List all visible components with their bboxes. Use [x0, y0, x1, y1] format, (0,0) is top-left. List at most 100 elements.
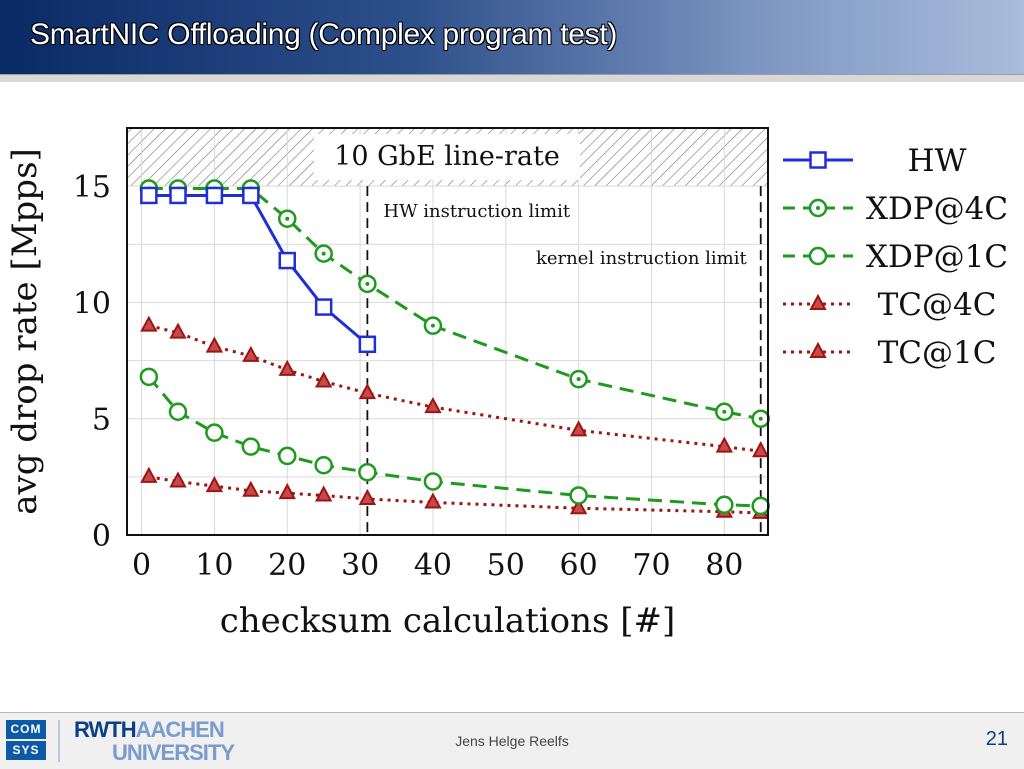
data-point [314, 298, 333, 316]
data-point [140, 186, 158, 205]
data-point [715, 495, 734, 515]
y-axis-label: avg drop rate [Mpps] [5, 148, 45, 515]
rwth-logo-rwth: RWTH [74, 717, 137, 742]
data-point [168, 402, 188, 421]
x-tick-label: 0 [132, 548, 151, 583]
data-point [205, 476, 224, 493]
title-divider [0, 74, 1024, 82]
legend-label: TC@4C [878, 287, 997, 323]
x-axis-label: checksum calculations [#] [220, 601, 676, 641]
x-tick-label: 30 [341, 548, 379, 583]
series-xdp-1c [139, 367, 770, 516]
data-point [358, 488, 377, 505]
data-point [278, 483, 296, 500]
data-point [314, 371, 333, 388]
data-point [278, 251, 296, 270]
series-hw [140, 186, 377, 354]
data-point-center [816, 206, 820, 210]
comsys-logo-top: COM [6, 720, 46, 739]
series-lines [139, 179, 770, 519]
data-point [424, 396, 442, 414]
rwth-logo: RWTHAACHEN UNIVERSITY [74, 717, 235, 765]
data-point-center [285, 216, 290, 221]
data-point [423, 472, 443, 491]
y-tick-label: 0 [92, 519, 111, 554]
y-tick-labels: 0 5 10 15 [73, 170, 111, 554]
kernel-limit-label: kernel instruction limit [536, 248, 747, 269]
data-point [358, 383, 377, 400]
data-point [140, 315, 158, 332]
data-point [358, 335, 377, 354]
data-point [715, 436, 733, 453]
author-name: Jens Helge Reelfs [455, 733, 569, 749]
x-tick-label: 10 [195, 548, 233, 583]
x-tick-label: 50 [487, 548, 525, 583]
data-point [314, 455, 333, 475]
y-tick-label: 15 [73, 170, 111, 205]
legend-label: TC@1C [878, 335, 997, 371]
data-point [809, 151, 827, 169]
x-tick-labels: 0 10 20 30 40 50 60 70 80 [132, 548, 743, 583]
data-point-center [430, 323, 435, 328]
title-bar: SmartNIC Offloading (Complex program tes… [0, 0, 1024, 74]
x-tick-label: 60 [560, 548, 598, 583]
page-number: 21 [985, 728, 1008, 750]
data-point-center [576, 377, 581, 382]
hw-limit-label: HW instruction limit [383, 201, 570, 222]
data-point [752, 441, 770, 458]
data-point [278, 359, 296, 376]
series-tc-4c [140, 315, 770, 458]
data-point [242, 345, 260, 362]
x-tick-label: 40 [414, 548, 452, 583]
data-point [205, 186, 224, 205]
data-point [808, 246, 828, 266]
data-point [569, 420, 588, 437]
data-point [809, 293, 827, 310]
logo-separator [58, 720, 60, 762]
data-point [242, 480, 260, 497]
y-tick-label: 5 [92, 403, 111, 438]
x-tick-label: 20 [268, 548, 306, 583]
plot-frame [126, 127, 769, 536]
data-point [809, 341, 827, 358]
data-point-center [365, 281, 370, 286]
data-point [205, 336, 224, 353]
comsys-logo-bottom: SYS [6, 741, 46, 760]
slide-title: SmartNIC Offloading (Complex program tes… [30, 18, 618, 51]
data-point-center [758, 416, 763, 421]
data-point [139, 367, 159, 387]
data-point-center [321, 251, 326, 256]
line-rate-label-box [314, 134, 580, 181]
data-point [569, 486, 588, 505]
legend-label: XDP@1C [866, 239, 1008, 275]
legend-label: HW [908, 143, 967, 179]
data-point [169, 186, 187, 205]
y-tick-label: 10 [73, 286, 111, 321]
grid [127, 128, 768, 536]
legend: HW XDP@4C XDP@1C TC@4C TC@1C [783, 143, 1008, 371]
chart-area: 10 GbE line-rate HW instruction limit ke… [0, 90, 1024, 690]
data-point [241, 437, 261, 456]
data-point [424, 492, 442, 509]
data-point [242, 186, 260, 205]
series-xdp-4c [139, 179, 770, 428]
rwth-logo-aachen: AACHEN [135, 717, 225, 742]
legend-label: XDP@4C [866, 191, 1008, 227]
line-rate-label: 10 GbE line-rate [334, 141, 560, 172]
comsys-logo: COM SYS [6, 720, 46, 760]
data-point [358, 462, 377, 482]
data-point [205, 423, 224, 442]
x-tick-label: 80 [705, 548, 743, 583]
drop-rate-chart: 10 GbE line-rate HW instruction limit ke… [5, 127, 1008, 641]
data-point [751, 496, 770, 516]
data-point [140, 466, 158, 483]
x-tick-label: 70 [632, 548, 670, 583]
rwth-logo-university: UNIVERSITY [112, 740, 235, 765]
data-point [169, 471, 187, 488]
footer-bar [0, 712, 1024, 769]
data-point [569, 498, 588, 515]
data-point-center [722, 409, 727, 414]
data-point [278, 446, 297, 466]
data-point [169, 322, 187, 339]
data-point [314, 485, 333, 502]
